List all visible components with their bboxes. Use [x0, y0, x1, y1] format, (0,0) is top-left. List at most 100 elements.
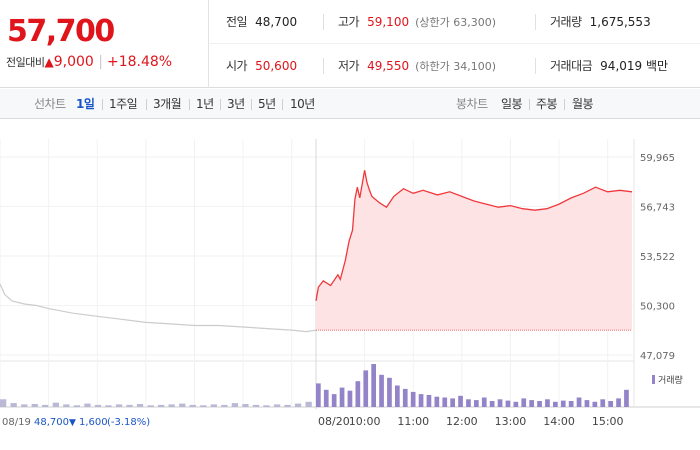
tab-3-months[interactable]: 3개월	[153, 97, 182, 111]
prev-day-change-pct: (-3.18%)	[107, 417, 150, 428]
x-tick-label: 10:00	[349, 415, 381, 428]
x-tick-label: 14:00	[543, 415, 575, 428]
volume-bar	[52, 402, 59, 407]
volume-bar	[576, 397, 582, 407]
tab-1-week[interactable]: 1주일	[109, 97, 138, 111]
y-tick-label: 47,079	[640, 351, 675, 362]
volume: 거래량 1,675,553	[550, 15, 651, 29]
volume-bar	[331, 394, 337, 407]
volume-bar	[592, 401, 598, 407]
volume-bar	[221, 404, 228, 407]
chart-canvas: 59,965 56,743 53,522 50,300 47,079 거래량 08/19 48…	[0, 139, 700, 428]
volume-bar	[481, 397, 487, 407]
tab-3-years[interactable]: 3년	[227, 97, 245, 111]
stats-row-2: 시가 50,600 저가 49,550 (하한가 34,100) 거래대금 94,019…	[210, 44, 700, 88]
volume-bar	[450, 398, 455, 407]
tab-weekly-candle[interactable]: 주봉	[536, 97, 558, 111]
tab-1-day[interactable]: 1일	[76, 97, 95, 111]
line-chart-label: 선차트	[34, 97, 66, 111]
volume-bar	[363, 370, 369, 407]
volume-bar	[263, 405, 270, 407]
volume-bar	[242, 404, 249, 407]
today-price-line	[315, 170, 633, 302]
volume-legend-label: 거래량	[658, 374, 683, 386]
volume-bar	[497, 399, 503, 407]
today-price-area	[316, 170, 632, 331]
volume-bar	[513, 401, 519, 407]
volume-bar	[474, 400, 479, 407]
chart-period-tabs: 선차트 1일 1주일 3개월 1년 3년 5년 10년 봉차트 일봉 주봉 월봉	[0, 89, 700, 119]
low-price: 저가 49,550 (하한가 34,100)	[338, 59, 497, 73]
volume-bar	[442, 397, 448, 407]
volume-bar	[189, 404, 196, 407]
volume-bar	[608, 401, 613, 407]
volume-bar	[434, 396, 440, 407]
y-tick-label: 56,743	[640, 203, 675, 214]
divider	[535, 58, 536, 74]
volume-bar	[136, 404, 144, 407]
tab-daily-candle[interactable]: 일봉	[501, 97, 523, 111]
y-tick-label: 53,522	[640, 252, 675, 263]
volume-bar	[115, 404, 123, 407]
tab-1-year[interactable]: 1년	[196, 97, 214, 111]
volume-bar	[105, 405, 112, 407]
high-price: 고가 59,100 (상한가 63,300)	[338, 15, 497, 29]
stats-table: 전일 48,700 고가 59,100 (상한가 63,300) 거래량 1,675,5…	[210, 0, 700, 88]
trade-value: 거래대금 94,019 백만	[550, 59, 669, 73]
prev-day-date: 08/19	[2, 417, 31, 428]
volume-bar	[21, 404, 28, 407]
volume-bar	[210, 404, 217, 407]
volume-bar	[426, 395, 432, 407]
current-price-box: 57,700 전일대비▲9,000 | +18.48%	[0, 0, 209, 88]
volume-bar	[616, 398, 621, 407]
y-tick-label: 50,300	[640, 302, 675, 313]
volume-bar	[179, 403, 186, 407]
volume-bar	[231, 403, 238, 407]
change-label: 전일대비	[6, 56, 45, 69]
volume-bar	[323, 389, 329, 407]
volume-bar	[537, 401, 542, 407]
volume-bar	[10, 403, 17, 407]
volume-bar	[63, 404, 70, 407]
volume-bar	[521, 398, 527, 407]
volume-bar	[252, 404, 260, 407]
y-tick-label: 59,965	[640, 153, 675, 164]
down-arrow-icon: ▼	[69, 418, 76, 428]
volume-bar	[489, 401, 495, 407]
volume-bar	[147, 405, 154, 407]
volume-bar	[410, 391, 416, 407]
tab-monthly-candle[interactable]: 월봉	[572, 97, 594, 111]
price-change: 전일대비▲9,000 | +18.48%	[6, 54, 173, 70]
prev-close: 전일 48,700	[226, 15, 298, 29]
candle-chart-label: 봉차트	[456, 97, 488, 111]
up-arrow-icon: ▲	[44, 55, 54, 69]
tab-10-years[interactable]: 10년	[290, 97, 315, 111]
volume-bar	[94, 404, 102, 407]
x-tick-label: 08/20	[318, 415, 350, 428]
volume-bar	[505, 400, 511, 408]
volume-bar	[294, 403, 302, 407]
change-value: 9,000	[53, 54, 94, 70]
volume-bar	[529, 400, 534, 407]
volume-bar	[355, 381, 361, 407]
volume-legend-swatch	[652, 375, 655, 384]
stats-row-1: 전일 48,700 고가 59,100 (상한가 63,300) 거래량 1,675,5…	[210, 0, 700, 44]
change-percent: +18.48%	[106, 54, 173, 70]
volume-bar	[158, 404, 165, 407]
intraday-price-chart: 59,965 56,743 53,522 50,300 47,079 거래량 08/19 48…	[0, 119, 700, 450]
divider	[323, 58, 324, 74]
volume-bar	[339, 387, 345, 407]
prev-day-close: 48,700	[34, 417, 69, 428]
volume-bar	[200, 405, 207, 407]
current-price: 57,700	[7, 14, 115, 49]
prev-day-price-line	[0, 283, 317, 333]
x-tick-label: 13:00	[495, 415, 527, 428]
volume-bar	[31, 404, 38, 407]
volume-bar	[73, 405, 80, 407]
volume-bar	[379, 374, 384, 408]
volume-bar	[600, 399, 606, 407]
open-price: 시가 50,600	[226, 59, 298, 73]
tab-5-years[interactable]: 5년	[258, 97, 276, 111]
volume-bar	[42, 404, 49, 407]
stock-summary: 57,700 전일대비▲9,000 | +18.48% 전일 48,700 고가 59…	[0, 0, 700, 88]
